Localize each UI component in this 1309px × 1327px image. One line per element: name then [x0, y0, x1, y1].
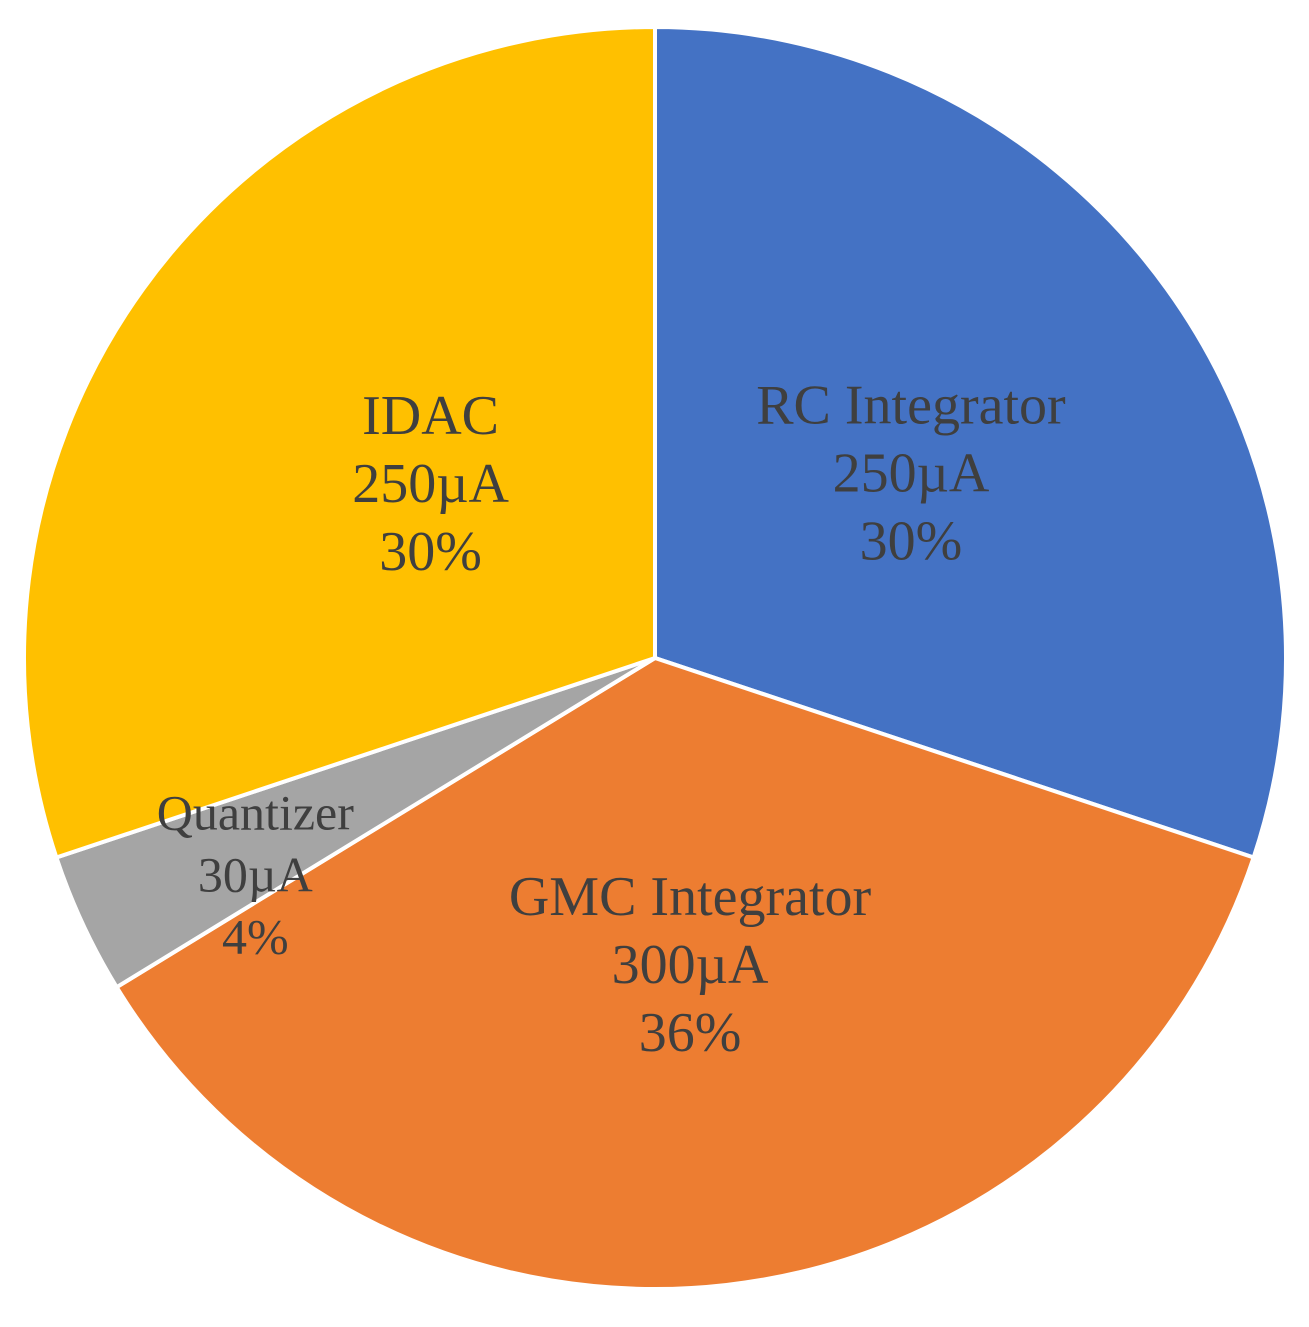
slice-percent-label: 36% [639, 1002, 742, 1064]
slice-value-label: 250µA [833, 443, 990, 505]
pie-slice-rc-integrator [653, 24, 1288, 861]
slice-percent-label: 4% [222, 909, 289, 965]
slice-value-label: 300µA [612, 934, 769, 996]
slice-percent-label: 30% [379, 521, 482, 583]
slice-percent-label: 30% [860, 511, 963, 573]
slice-name-label: GMC Integrator [509, 866, 872, 928]
pie-slice-gmc-integrator [113, 655, 1257, 1291]
pie-slice-idac [22, 24, 657, 861]
slice-name-label: RC Integrator [756, 375, 1066, 437]
slice-value-label: 30µA [198, 847, 313, 903]
slice-name-label: Quantizer [157, 785, 354, 841]
slice-value-label: 250µA [352, 453, 509, 515]
pie-label-quantizer: Quantizer 30µA 4% [157, 785, 354, 965]
pie-slices [22, 24, 1288, 1291]
slice-name-label: IDAC [362, 385, 499, 447]
